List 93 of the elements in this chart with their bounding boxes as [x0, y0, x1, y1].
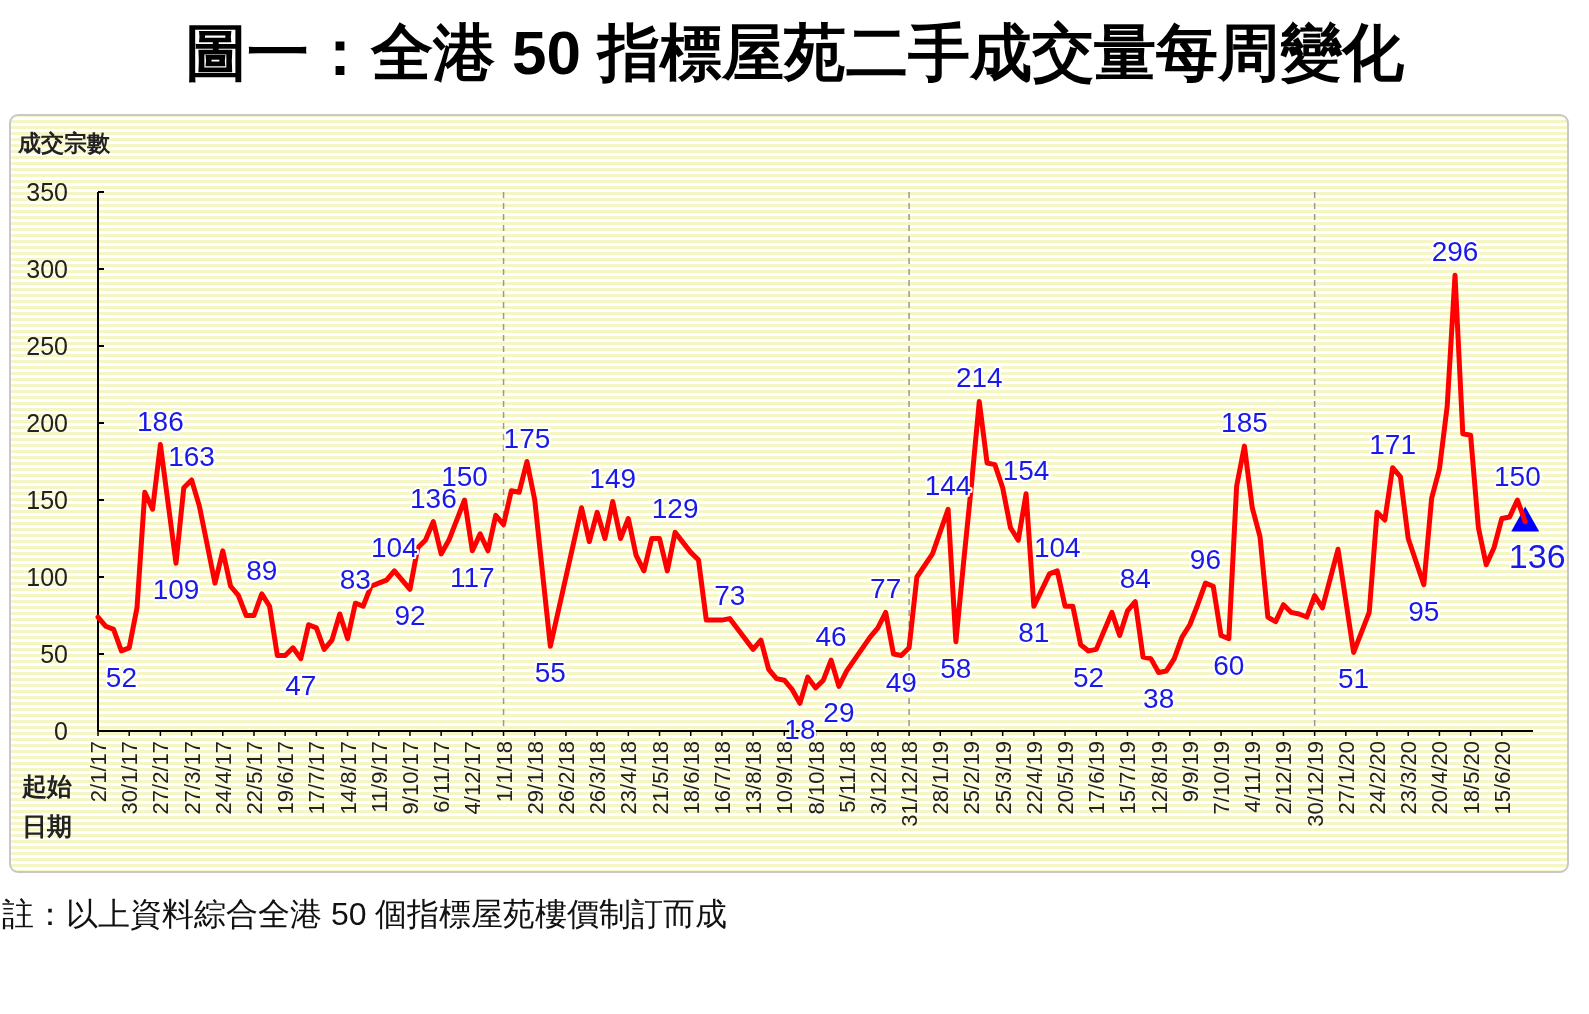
- data-label: 55: [534, 657, 566, 689]
- data-label: 83: [339, 564, 371, 596]
- x-tick-label: 9/10/17: [397, 741, 423, 815]
- chart-title: 圖一：全港 50 指標屋苑二手成交量每周變化: [184, 18, 1406, 87]
- x-tick-label: 22/5/17: [241, 741, 267, 815]
- x-tick-label: 19/6/17: [273, 741, 299, 815]
- data-label: 52: [1072, 661, 1105, 693]
- data-label: 96: [1189, 544, 1222, 576]
- x-tick-label: 15/7/19: [1115, 741, 1141, 815]
- data-label: 104: [1033, 531, 1081, 563]
- data-label: 175: [503, 422, 551, 454]
- x-tick-label: 29/1/18: [522, 741, 548, 815]
- data-label: 163: [168, 440, 215, 472]
- text: 註：以上資料綜合全港 50 個指標屋苑樓價制訂而成: [2, 896, 728, 932]
- x-tick-label: 18/6/18: [678, 741, 704, 815]
- x-tick-label: 28/1/19: [928, 741, 954, 815]
- y-tick-label: 150: [26, 486, 68, 514]
- x-tick-label: 31/12/18: [897, 741, 923, 827]
- y-tick-label: 100: [26, 563, 68, 591]
- x-tick-label: 9/9/19: [1177, 741, 1203, 803]
- x-tick-label: 16/7/18: [709, 741, 735, 815]
- x-tick-label: 13/8/18: [741, 741, 767, 815]
- data-label: 52: [105, 661, 137, 693]
- data-label: 186: [137, 405, 184, 437]
- data-label: 49: [885, 666, 917, 698]
- x-tick-label: 20/4/20: [1427, 741, 1453, 815]
- x-axis-title: 起始日期: [21, 772, 72, 840]
- x-tick-label: 30/1/17: [117, 741, 143, 815]
- data-label: 149: [589, 462, 637, 494]
- data-label: 73: [714, 579, 746, 611]
- data-label: 77: [870, 573, 902, 605]
- data-label: 154: [1002, 454, 1050, 486]
- x-tick-label: 21/5/18: [647, 741, 673, 815]
- x-tick-label: 20/5/19: [1053, 741, 1079, 815]
- y-tick-label: 300: [26, 255, 68, 283]
- data-label: 84: [1119, 562, 1151, 594]
- data-label: 117: [450, 561, 495, 593]
- x-tick-label: 26/2/18: [553, 741, 579, 815]
- x-tick-label: 25/3/19: [990, 741, 1016, 815]
- y-tick-label: 250: [26, 332, 68, 360]
- x-tick-label: 26/3/18: [585, 741, 611, 815]
- data-label: 129: [651, 493, 699, 525]
- x-tick-label: 22/4/19: [1021, 741, 1047, 815]
- x-tick-label: 24/2/20: [1365, 741, 1391, 815]
- data-label: 171: [1369, 428, 1416, 460]
- y-tick-label: 350: [26, 178, 68, 206]
- data-label: 60: [1213, 649, 1245, 681]
- x-tick-label: 8/10/18: [803, 741, 829, 815]
- data-label: 51: [1338, 663, 1370, 695]
- x-tick-label: 2/12/19: [1271, 741, 1297, 815]
- data-label: 150: [1494, 461, 1541, 492]
- data-label: 89: [246, 554, 278, 586]
- x-tick-label: 3/12/18: [865, 741, 891, 815]
- x-tick-label: 12/8/19: [1146, 741, 1172, 815]
- x-tick-label: 15/6/20: [1489, 741, 1515, 815]
- x-tick-label: 27/1/20: [1333, 741, 1359, 815]
- x-tick-label: 23/3/20: [1396, 741, 1422, 815]
- x-tick-label: 25/2/19: [959, 741, 985, 815]
- data-label: 38: [1143, 683, 1175, 715]
- data-label: 104: [371, 531, 418, 563]
- x-tick-label: 14/8/17: [335, 741, 361, 815]
- data-label: 296: [1431, 236, 1479, 268]
- x-tick-label: 4/12/17: [460, 741, 486, 815]
- y-tick-label: 50: [40, 640, 68, 668]
- data-label: 136: [1508, 536, 1566, 575]
- x-tick-label: 18/5/20: [1458, 741, 1484, 815]
- data-label: 185: [1221, 407, 1268, 439]
- x-tick-label: 11/9/17: [366, 741, 392, 813]
- x-tick-label: 27/2/17: [148, 741, 174, 815]
- data-label: 47: [285, 669, 317, 701]
- x-tick-label: 7/10/19: [1209, 741, 1235, 815]
- y-tick-label: 0: [54, 717, 68, 745]
- x-tick-label: 27/3/17: [179, 741, 205, 815]
- x-tick-label: 17/7/17: [304, 741, 330, 815]
- x-tick-label: 17/6/19: [1084, 741, 1110, 815]
- y-axis-title: 成交宗數: [17, 130, 111, 156]
- data-label: 58: [940, 652, 972, 684]
- data-label: 81: [1018, 617, 1050, 649]
- x-tick-label: 2/1/17: [86, 741, 111, 803]
- data-label: 92: [394, 600, 426, 632]
- data-label: 214: [955, 362, 1003, 394]
- x-tick-label: 24/4/17: [210, 741, 236, 815]
- x-tick-label: 5/11/18: [834, 741, 860, 813]
- data-label: 46: [815, 621, 847, 653]
- x-tick-label: 30/12/19: [1302, 741, 1328, 827]
- y-tick-label: 200: [26, 409, 68, 437]
- x-tick-label: 6/11/17: [429, 741, 455, 813]
- x-tick-label: 23/4/18: [616, 741, 642, 815]
- data-label: 29: [823, 697, 855, 729]
- data-label: 95: [1408, 595, 1440, 627]
- data-label: 109: [152, 574, 200, 606]
- x-tick-label: 1/1/18: [491, 741, 517, 803]
- x-tick-label: 4/11/19: [1240, 741, 1266, 813]
